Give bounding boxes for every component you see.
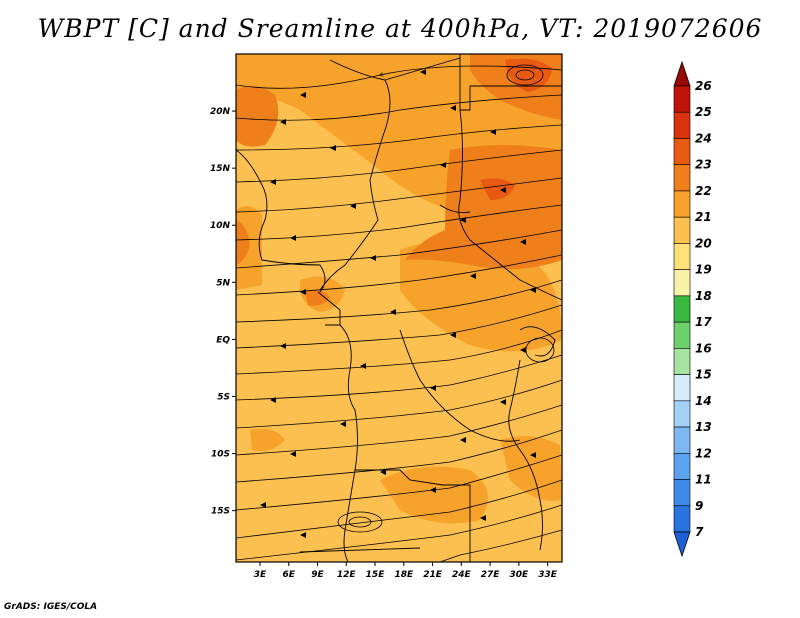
x-tick-label: 3E xyxy=(254,570,267,580)
colorbar-label: 17 xyxy=(695,315,712,329)
y-tick-label: EQ xyxy=(216,335,230,345)
colorbar-swatch xyxy=(673,111,691,139)
colorbar-label: 9 xyxy=(695,499,703,513)
y-tick-label: 15S xyxy=(211,507,230,517)
streamlines xyxy=(236,64,562,562)
colorbar-swatch xyxy=(673,243,691,270)
colorbar-label: 20 xyxy=(695,236,712,250)
x-tick-label: 24E xyxy=(452,570,472,580)
x-axis: 3E 6E 9E 12E 15E 18E 21E 24E 27E 30E 33E xyxy=(254,562,558,580)
y-tick-label: 10N xyxy=(210,221,231,231)
colorbar-swatch xyxy=(673,426,691,454)
colorbar-swatch xyxy=(673,479,691,507)
streamline-arrows xyxy=(260,69,536,538)
colorbar-label: 19 xyxy=(695,263,712,277)
colorbar-label: 21 xyxy=(695,210,712,224)
colorbar-label: 24 xyxy=(695,131,712,145)
colorbar-swatch xyxy=(673,374,691,402)
colorbar-swatch xyxy=(673,400,691,428)
chart-title: WBPT [C] and Sreamline at 400hPa, VT: 20… xyxy=(37,14,763,43)
colorbar-swatch xyxy=(673,85,691,113)
colorbar-swatch xyxy=(673,321,691,349)
colorbar-swatch xyxy=(673,295,691,323)
colorbar-label: 11 xyxy=(695,473,712,487)
colorbar-swatch xyxy=(673,269,691,297)
x-tick-label: 9E xyxy=(311,570,324,580)
y-tick-label: 15N xyxy=(210,164,231,174)
colorbar-label: 26 xyxy=(695,79,712,93)
borders xyxy=(236,54,562,562)
colorbar-label: 12 xyxy=(695,446,712,460)
colorbar-swatch xyxy=(673,164,691,192)
x-tick-label: 27E xyxy=(481,570,501,580)
plot-frame xyxy=(235,53,563,563)
colorbar-swatch xyxy=(673,190,691,218)
y-axis: 20N 15N 10N 5N EQ 5S 10S 15S xyxy=(210,107,236,517)
x-tick-label: 12E xyxy=(337,570,357,580)
colorbar-label: 18 xyxy=(695,289,712,303)
y-tick-label: 5S xyxy=(217,392,230,402)
credit-label: GrADS: IGES/COLA xyxy=(4,602,98,612)
colorbar-swatch xyxy=(673,348,691,375)
colorbar-min-arrow xyxy=(673,531,691,558)
colorbar-label: 15 xyxy=(695,368,712,382)
colorbar-swatch xyxy=(673,138,691,166)
x-tick-label: 18E xyxy=(394,570,414,580)
colorbar-label: 7 xyxy=(695,525,704,539)
colorbar-label: 23 xyxy=(695,158,712,172)
y-tick-label: 10S xyxy=(211,450,230,460)
x-tick-label: 21E xyxy=(423,570,443,580)
colorbar-max-arrow xyxy=(673,60,691,87)
y-tick-label: 20N xyxy=(210,107,231,117)
x-tick-label: 6E xyxy=(283,570,296,580)
x-tick-label: 33E xyxy=(538,570,558,580)
colorbar-swatch xyxy=(673,216,691,244)
colorbar-label: 13 xyxy=(695,420,712,434)
x-tick-label: 30E xyxy=(510,570,530,580)
colorbar-label: 16 xyxy=(695,341,712,355)
colorbar-label: 14 xyxy=(695,394,712,408)
colorbar-swatch xyxy=(673,452,691,480)
colorbar-swatch xyxy=(673,505,691,533)
y-tick-label: 5N xyxy=(216,278,230,288)
x-tick-label: 15E xyxy=(366,570,386,580)
colorbar-label: 25 xyxy=(695,105,712,119)
plot-area xyxy=(236,54,562,562)
colorbar-label: 22 xyxy=(695,184,712,198)
colorbar: 7 9 11 12 13 14 15 16 17 18 19 20 21 22 23 24 25 26 xyxy=(673,60,712,558)
